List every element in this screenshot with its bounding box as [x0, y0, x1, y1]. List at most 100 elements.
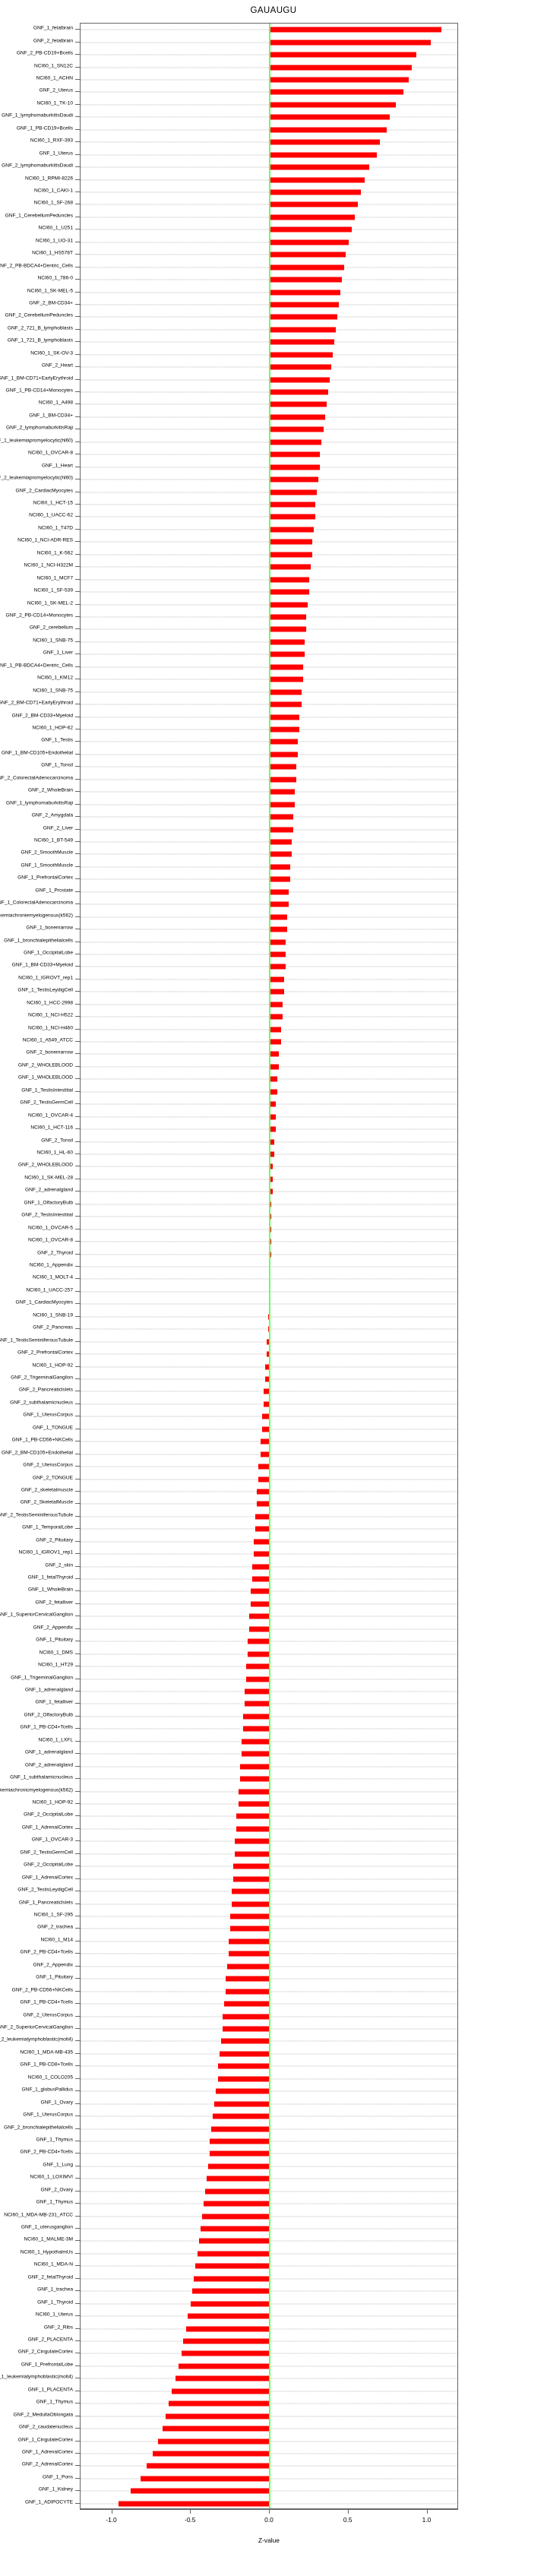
y-axis-label: GNF_2_PrefrontalCortex [17, 1350, 73, 1356]
y-axis-tick [75, 1703, 80, 1704]
bar [251, 1601, 270, 1607]
y-axis-label: NCI60_1_TK-10 [36, 100, 73, 106]
bar [226, 1964, 270, 1970]
y-axis-tick [75, 316, 80, 318]
y-axis-label: GNF_2_Thyroid [37, 1250, 73, 1256]
y-axis-tick [75, 1815, 80, 1817]
y-axis-label: GNF_1_OVCAR-3 [31, 1837, 73, 1843]
y-axis-label: GNF_2_leukemiapromyelocytic(hl60) [0, 475, 73, 481]
y-axis-tick [75, 279, 80, 280]
y-axis-tick [75, 1728, 80, 1729]
bar [270, 1114, 277, 1120]
y-axis-tick [75, 603, 80, 605]
y-axis-label: GNF_2_WHOLEBLOOD [17, 1062, 73, 1068]
bar [194, 2276, 270, 2282]
bar [169, 2400, 270, 2407]
y-axis-label: NCI60_1_SNB-75 [33, 638, 73, 644]
y-axis-label: GNF_2_UterusCorpus [23, 1462, 73, 1468]
y-axis-label: NCI60_1_NCI-H460 [27, 1025, 73, 1031]
y-axis-label: NCI60_1_NCI-H322M [24, 562, 74, 568]
bar [157, 2438, 270, 2445]
bar [252, 1564, 270, 1570]
bar [270, 189, 362, 195]
y-axis-tick [75, 2027, 80, 2029]
bar [247, 1651, 270, 1657]
bar [162, 2426, 270, 2432]
bar [270, 89, 404, 95]
y-axis-label: NCI60_1_MALME-3M [24, 2237, 74, 2243]
y-axis-tick [75, 1253, 80, 1255]
bar [239, 1764, 270, 1770]
bar [270, 626, 306, 632]
y-axis-label: NCI60_1_BT-549 [34, 837, 73, 843]
y-axis-tick [75, 2328, 80, 2329]
bar [270, 664, 303, 670]
y-axis-tick [75, 1565, 80, 1567]
bar [270, 864, 290, 870]
y-axis-label: GNF_2_TestisGermCell [20, 1100, 73, 1106]
y-axis-tick [75, 2428, 80, 2429]
bar [264, 1364, 270, 1370]
bar [263, 1388, 270, 1394]
y-axis-label: GNF_1_Prostate [35, 888, 73, 894]
y-axis-label: NCI60_1_ACHN [36, 75, 73, 81]
y-axis-label: GNF_1_fetalbrain [33, 25, 73, 31]
bar [175, 2375, 270, 2381]
y-axis-label: GNF_2_leukemiachronicmyelogenous(k562) [0, 1787, 73, 1793]
y-axis-tick [75, 378, 80, 380]
y-axis-tick [75, 166, 80, 168]
bar [270, 1051, 280, 1057]
bar [270, 226, 352, 233]
y-axis-tick [75, 778, 80, 780]
y-axis-tick [75, 54, 80, 55]
y-axis-label: GNF_2_TrigeminalGanglion [11, 1375, 73, 1381]
y-axis-tick [75, 1965, 80, 1967]
y-axis-label: GNF_2_PB-CD19+Bcells [16, 50, 73, 56]
bar [219, 2051, 270, 2057]
bar [220, 2038, 270, 2044]
bar [197, 2251, 270, 2257]
bar [172, 2388, 270, 2394]
y-axis-label: GNF_2_TestisLeydigCell [17, 1887, 73, 1893]
y-axis-label: NCI60_1_HOP-62 [32, 725, 73, 731]
bar [242, 1726, 270, 1732]
y-axis-label: GNF_2_PLACENTA [27, 2337, 73, 2343]
bar [178, 2363, 270, 2369]
bar [270, 989, 284, 995]
bar [270, 539, 313, 545]
bar [270, 701, 302, 707]
y-axis-label: GNF_2_cerebellum [29, 625, 73, 631]
y-axis-label: NCI60_1_OVCAR-4 [27, 1112, 73, 1119]
bar [254, 1551, 270, 1557]
y-axis-label: GNF_1_ADIPOCYTE [24, 2499, 73, 2505]
bar [270, 1201, 272, 1207]
bar [270, 939, 286, 945]
y-axis-tick [75, 1778, 80, 1780]
bar [207, 2176, 270, 2182]
y-axis-tick [75, 1065, 80, 1067]
bar [270, 40, 431, 46]
y-axis-tick [75, 516, 80, 517]
y-axis-tick [75, 2315, 80, 2317]
y-axis-tick [75, 2052, 80, 2054]
y-axis-tick [75, 916, 80, 917]
bar [230, 1926, 270, 1932]
bar [214, 2101, 270, 2107]
y-axis-tick [75, 2403, 80, 2404]
y-axis-tick [75, 791, 80, 793]
y-axis-tick [75, 29, 80, 30]
y-axis-tick [75, 991, 80, 992]
bar [238, 1789, 270, 1795]
y-axis-label: NCI60_1_HCT-116 [30, 1125, 73, 1131]
y-axis-tick [75, 1715, 80, 1717]
y-axis-label: GNF_1_UterusCorpus [23, 2112, 73, 2118]
y-axis-label: NCI60_1_CAKI-1 [34, 188, 73, 194]
y-axis-tick [75, 66, 80, 68]
y-axis-tick [75, 2215, 80, 2217]
x-axis-tick [347, 2509, 349, 2514]
y-axis-label: GNF_1_Thyroid [37, 2299, 73, 2305]
y-axis-tick [75, 1878, 80, 1879]
y-axis-label: GNF_1_PB-CD56+NKCells [11, 1437, 73, 1443]
bar [270, 1226, 272, 1233]
bar [270, 164, 369, 170]
